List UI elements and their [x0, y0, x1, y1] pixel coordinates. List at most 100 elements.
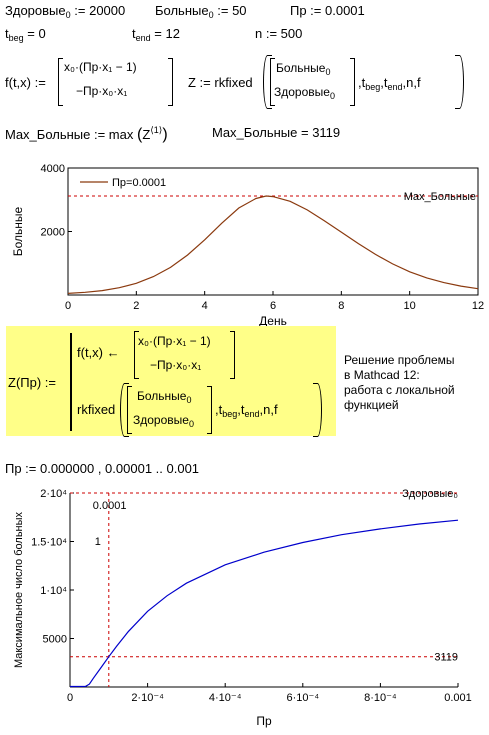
x-tick-label: 4 [202, 300, 208, 312]
sub0: 0 [329, 91, 335, 101]
z-bracket-left [270, 58, 275, 106]
comma-t: ,t [380, 75, 388, 90]
def-healthy0: Здоровые0 := 20000 [5, 3, 125, 20]
z-args: ,tbeg,tend,n,f [358, 75, 421, 92]
def-sick0: Больные0 := 50 [155, 3, 247, 20]
note-line: работа с локальной [344, 383, 455, 397]
sub-beg: beg [222, 409, 238, 419]
note: Решение проблемы в Mathcad 12: работа с … [344, 353, 455, 413]
comma-t: ,t [358, 75, 366, 90]
x-tick-label: 6 [270, 300, 276, 312]
series-line [67, 195, 479, 294]
def-tbeg: tbeg = 0 [5, 26, 46, 43]
y-tick-label: 1·10⁴ [40, 585, 67, 597]
x-tick-label: 10 [404, 300, 416, 312]
x-tick-label: 2 [133, 300, 139, 312]
max-def-text: Max_Больные := max [5, 127, 134, 142]
program-bar [70, 333, 72, 431]
y-tick-label: 5000 [43, 634, 67, 646]
f-lhs: f(t,x) := [5, 75, 46, 90]
z-paren-right [455, 55, 464, 109]
local-paren-right [313, 383, 322, 437]
vline-label-mid: 1 [95, 536, 101, 548]
note-line: в Mathcad 12: [344, 368, 420, 382]
x-tick-label: 4·10⁻⁴ [209, 692, 242, 704]
x-tick-label: 8·10⁻⁴ [364, 692, 397, 704]
y-axis-label: Максимальное число больных [13, 511, 25, 668]
def-tend: tend = 12 [132, 26, 180, 43]
chart-sick: 0 2 4 6 8 10 12 2000 4000 Max_Больные Пр=0.0001 Ден… [11, 163, 484, 328]
sub-beg: beg [8, 33, 24, 43]
healthy-name: Здоровые [133, 413, 189, 427]
chart-max-sick: 0 2·10⁻⁴ 4·10⁻⁴ 6·10⁻⁴ 8·10⁻⁴ 0.001 5000 1·10⁴ 1… [13, 488, 472, 728]
x-tick-label: 0 [65, 300, 71, 312]
sick-name: Больные [276, 61, 326, 75]
vec-bracket-right [168, 58, 173, 106]
x-tick-label: 12 [472, 300, 484, 312]
y-tick-label: 2000 [41, 227, 65, 239]
z-lhs: Z := rkfixed [188, 75, 253, 90]
max-result: Max_Больные = 3119 [212, 125, 341, 140]
local-vec2-bot: Здоровые0 [133, 413, 194, 429]
sick-name: Больные [155, 3, 209, 18]
z-bracket-right [350, 58, 355, 106]
comma-t: ,t [215, 402, 223, 417]
value-50: 50 [232, 3, 247, 18]
local-rk: rkfixed [77, 402, 116, 417]
y-tick-label: 4000 [41, 163, 65, 175]
x-tick-label: 8 [338, 300, 344, 312]
assign: := [217, 3, 229, 18]
t-name: t [5, 26, 9, 41]
sub0: 0 [325, 67, 331, 77]
local-paren-left [120, 383, 129, 437]
vec-top: x₀·(Пр·x₁ − 1) [64, 60, 137, 74]
z-paren-left [263, 55, 272, 109]
max-sup: ⟨1⟩ [150, 125, 163, 135]
x-axis-label: Пр [256, 714, 272, 728]
legend-label: Пр=0.0001 [112, 177, 166, 189]
args-tail: ,n,f [259, 402, 278, 417]
local-vec-bracket-left [134, 331, 139, 379]
args-tail: ,n,f [402, 75, 421, 90]
local-vec-top: x₀·(Пр·x₁ − 1) [138, 334, 211, 348]
pr-range: Пр := 0.000000 , 0.00001 .. 0.001 [5, 461, 200, 476]
x-tick-label: 6·10⁻⁴ [287, 692, 320, 704]
local-vec-bracket-right [230, 331, 235, 379]
value-20000: 20000 [89, 3, 126, 18]
sub0: 0 [208, 10, 214, 20]
sub-end: end [135, 33, 151, 43]
x-tick-label: 0 [67, 692, 73, 704]
local-args: ,tbeg,tend,n,f [215, 402, 278, 419]
x-tick-label: 0.001 [444, 692, 472, 704]
vline-label-top: 0.0001 [93, 500, 127, 512]
healthy-name: Здоровые [274, 85, 330, 99]
sub0: 0 [65, 10, 71, 20]
local-f: f(t,x) ← [77, 345, 120, 360]
sub-end: end [244, 409, 260, 419]
y-tick-label: 1.5·10⁴ [31, 537, 67, 549]
y-axis-label: Больные [11, 206, 25, 256]
y-tick-label: 2·10⁴ [40, 488, 67, 500]
sub-beg: beg [365, 82, 381, 92]
series-line [69, 519, 459, 688]
comma-t: ,t [237, 402, 245, 417]
x-axis-label: День [259, 314, 287, 328]
max-line-label: Max_Больные [404, 191, 476, 203]
local-vec2-top: Больные0 [137, 389, 191, 405]
sub-end: end [387, 82, 403, 92]
max-z: Z [142, 127, 151, 142]
local-function-block [6, 326, 336, 436]
note-line: Решение проблемы [344, 353, 455, 367]
t-name: t [132, 26, 136, 41]
def-pr: Пр := 0.0001 [290, 3, 365, 18]
vec-bracket-left [58, 58, 63, 106]
healthy-name: Здоровые [5, 3, 66, 18]
hline-label: Здоровые₀ [402, 488, 458, 500]
local-bracket-left [127, 386, 132, 434]
vec-bot: −Пр·x₀·x₁ [76, 84, 128, 98]
local-bracket-right [207, 386, 212, 434]
zpr-lhs: Z(Пр) := [8, 375, 56, 390]
x-tick-label: 2·10⁻⁴ [131, 692, 164, 704]
max-def: Max_Больные := max (Z⟨1⟩) [5, 125, 168, 143]
hline-label: 3119 [434, 652, 458, 664]
